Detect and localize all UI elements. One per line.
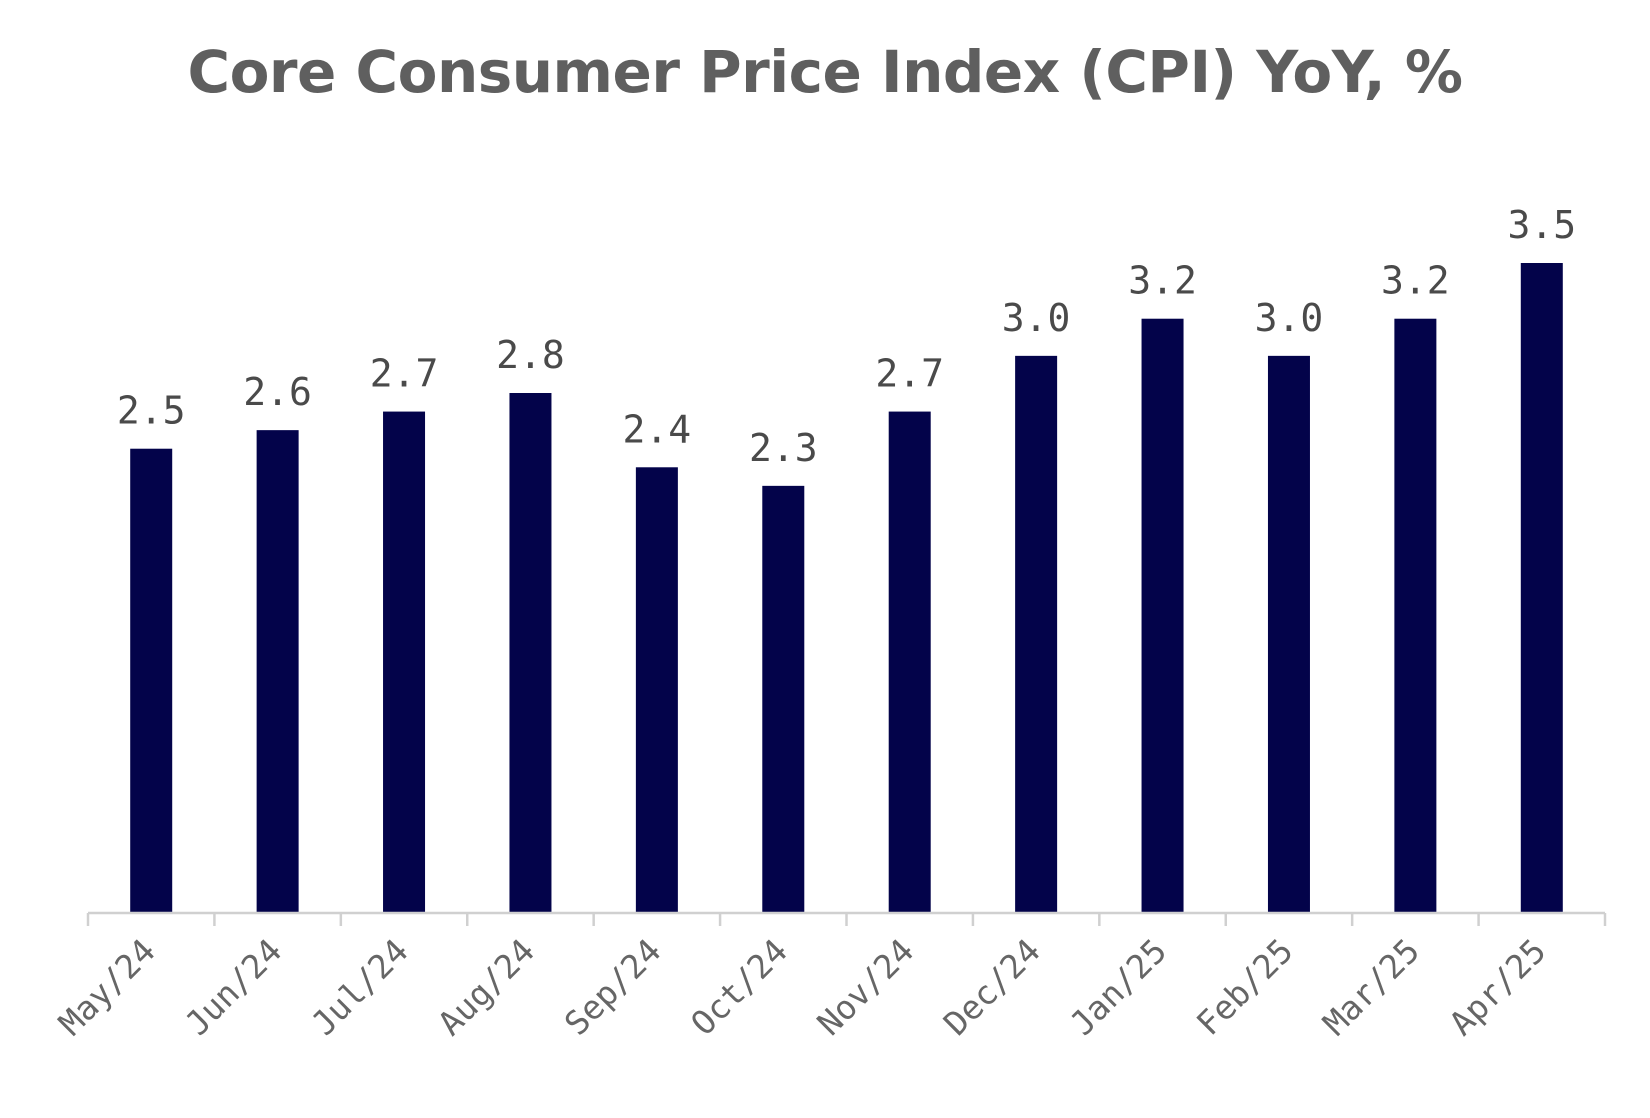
x-tick-label: Aug/24 xyxy=(430,931,542,1043)
x-tick-label: May/24 xyxy=(51,931,163,1043)
data-label: 2.4 xyxy=(623,407,692,451)
bar-feb-25 xyxy=(1267,355,1310,913)
bar-jan-25 xyxy=(1141,318,1184,913)
bars-group xyxy=(130,263,1563,913)
data-labels-group: 2.5 2.6 2.7 2.8 2.4 2.3 2.7 3.0 3.2 3.0 3.2 3.5 xyxy=(117,203,1576,470)
x-tick-label: Feb/25 xyxy=(1189,931,1301,1043)
x-tick-label: Oct/24 xyxy=(683,931,795,1043)
data-label: 3.0 xyxy=(1002,296,1071,340)
data-label: 2.8 xyxy=(496,333,565,377)
bar-mar-25 xyxy=(1394,318,1437,913)
chart-title: Core Consumer Price Index (CPI) YoY, % xyxy=(187,38,1463,106)
x-tick-labels-group: May/24 Jun/24 Jul/24 Aug/24 Sep/24 Oct/24 Nov/… xyxy=(51,931,1553,1043)
x-tick-label: Sep/24 xyxy=(557,931,669,1043)
bar-dec-24 xyxy=(1015,355,1058,913)
bar-aug-24 xyxy=(509,393,552,913)
bar-jul-24 xyxy=(383,411,426,913)
bar-may-24 xyxy=(130,448,173,913)
data-label: 2.5 xyxy=(117,389,186,433)
bar-sep-24 xyxy=(635,467,678,913)
data-label: 2.7 xyxy=(370,352,439,396)
data-label: 2.3 xyxy=(749,426,818,470)
data-label: 3.2 xyxy=(1128,259,1197,303)
data-label: 3.2 xyxy=(1381,259,1450,303)
x-tick-label: Apr/25 xyxy=(1442,931,1554,1043)
bar-apr-25 xyxy=(1520,263,1563,913)
x-axis xyxy=(86,911,1607,926)
bar-nov-24 xyxy=(888,411,931,913)
bar-oct-24 xyxy=(762,485,805,913)
bar-jun-24 xyxy=(256,430,299,913)
x-tick-label: Jun/24 xyxy=(177,931,289,1043)
data-label: 2.6 xyxy=(243,370,312,414)
x-tick-label: Nov/24 xyxy=(809,931,921,1043)
data-label: 3.0 xyxy=(1255,296,1324,340)
data-label: 2.7 xyxy=(875,352,944,396)
x-tick-label: Mar/25 xyxy=(1315,931,1427,1043)
x-tick-label: Dec/24 xyxy=(936,931,1048,1043)
x-tick-label: Jan/25 xyxy=(1062,931,1174,1043)
x-tick-label: Jul/24 xyxy=(304,931,416,1043)
data-label: 3.5 xyxy=(1507,203,1576,247)
